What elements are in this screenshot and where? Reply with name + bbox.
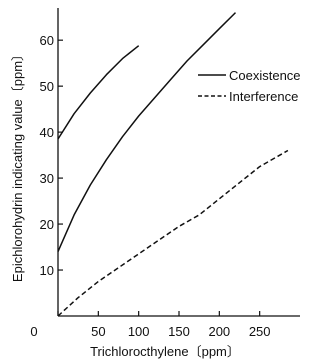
x-axis-title: Trichlorocthylene〔ppm〕 (90, 344, 240, 359)
y-tick-label: 10 (40, 263, 54, 278)
series-line-0-solid (57, 45, 140, 140)
legend-label-coexistence: Coexistence (229, 68, 301, 83)
x-tick-label: 0 (30, 324, 37, 339)
x-tick-label: 100 (128, 324, 150, 339)
y-tick-label: 20 (40, 217, 54, 232)
series-layer (57, 12, 289, 317)
y-tick-label: 50 (40, 79, 54, 94)
x-tick-label: 50 (91, 324, 105, 339)
legend-label-interference: Interference (229, 89, 298, 104)
y-axis-title: Epichlorohydrin indicating value〔ppm〕 (10, 48, 25, 282)
y-tick-label: 40 (40, 125, 54, 140)
series-line-1-solid (57, 12, 237, 252)
legend: Coexistence Interference (198, 68, 301, 104)
y-tick-label: 30 (40, 171, 54, 186)
x-tick-label: 200 (208, 324, 230, 339)
x-tick-label: 250 (249, 324, 271, 339)
y-tick-label: 60 (40, 33, 54, 48)
series-line-2-dashed (57, 149, 289, 317)
x-tick-label: 150 (168, 324, 190, 339)
x-ticks: 0 50 100 150 200 250 (30, 311, 271, 339)
y-ticks: 10 20 30 40 50 60 (40, 33, 63, 278)
axes (57, 8, 300, 317)
